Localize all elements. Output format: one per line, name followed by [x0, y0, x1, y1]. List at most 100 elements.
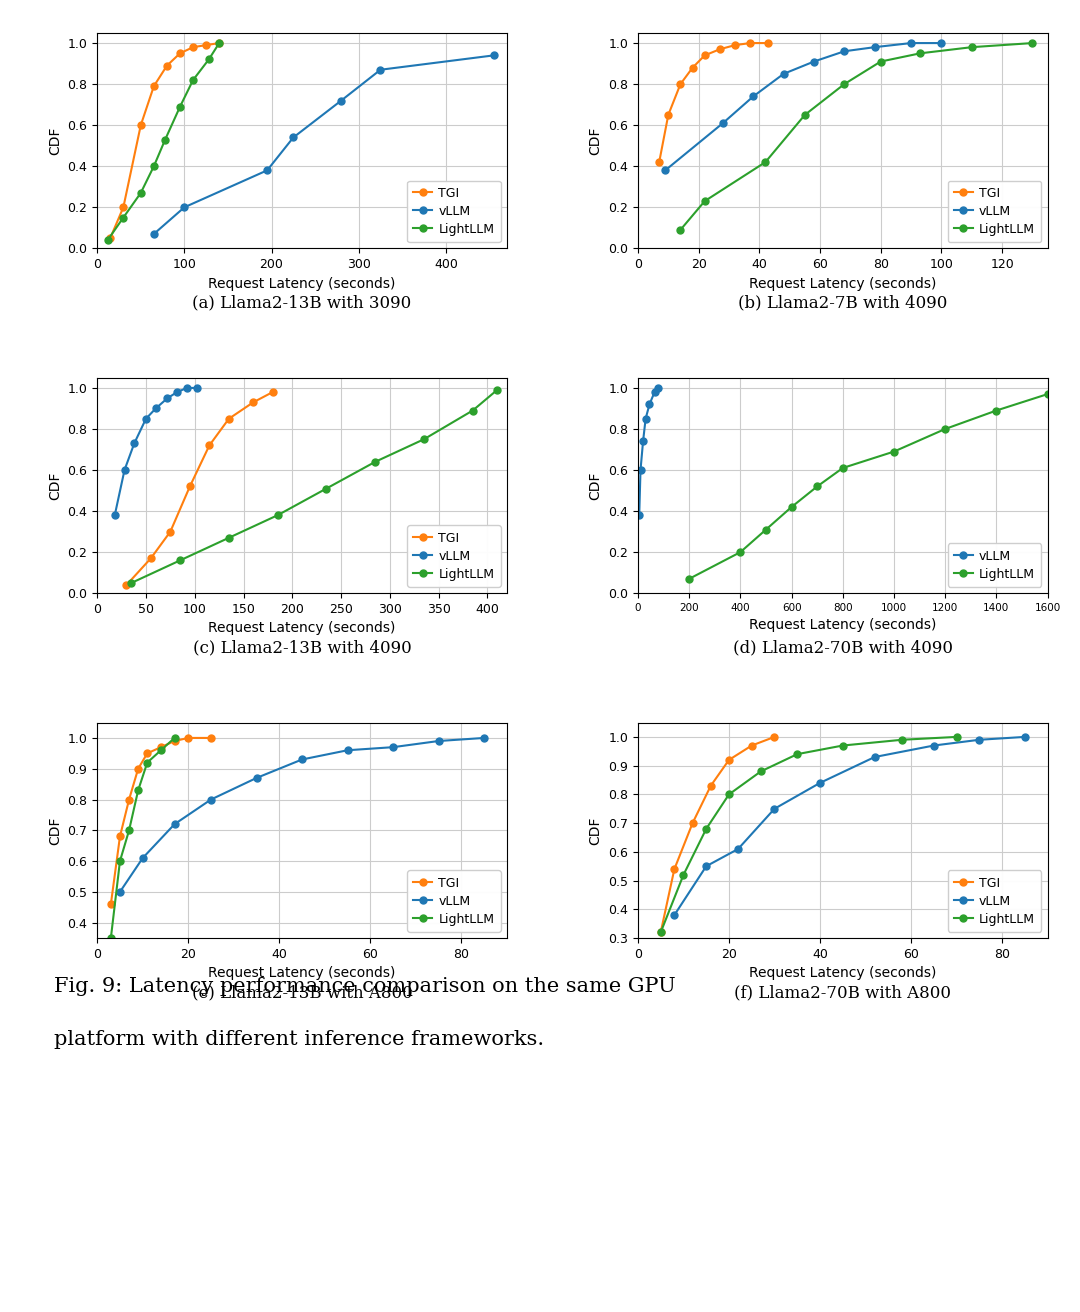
- LightLLM: [950, 729, 963, 745]
- Text: (b) Llama2-7B with 4090: (b) Llama2-7B with 4090: [738, 294, 947, 311]
- Text: (c) Llama2-13B with 4090: (c) Llama2-13B with 4090: [192, 639, 411, 656]
- LightLLM: [154, 743, 167, 758]
- Text: (e) Llama2-13B with A800: (e) Llama2-13B with A800: [191, 984, 413, 1001]
- Line: LightLLM: LightLLM: [658, 733, 960, 935]
- LightLLM: [187, 72, 200, 88]
- Line: LightLLM: LightLLM: [127, 387, 500, 586]
- vLLM: [905, 35, 918, 51]
- vLLM: [808, 54, 821, 70]
- TGI: [203, 437, 216, 453]
- vLLM: [928, 737, 941, 753]
- LightLLM: [723, 786, 735, 802]
- TGI: [699, 47, 712, 63]
- X-axis label: Request Latency (seconds): Request Latency (seconds): [208, 967, 395, 980]
- LightLLM: [990, 403, 1003, 419]
- vLLM: [149, 400, 162, 416]
- TGI: [200, 37, 213, 52]
- vLLM: [868, 39, 881, 55]
- TGI: [134, 117, 147, 133]
- vLLM: [180, 380, 193, 396]
- Y-axis label: CDF: CDF: [589, 816, 603, 845]
- TGI: [104, 230, 117, 245]
- vLLM: [374, 62, 387, 77]
- vLLM: [633, 508, 646, 523]
- LightLLM: [117, 210, 130, 226]
- LightLLM: [939, 421, 951, 437]
- Line: vLLM: vLLM: [662, 39, 945, 173]
- TGI: [704, 778, 717, 794]
- LightLLM: [132, 782, 145, 798]
- vLLM: [168, 816, 181, 832]
- LightLLM: [1026, 35, 1039, 51]
- TGI: [686, 60, 699, 76]
- LightLLM: [123, 823, 136, 838]
- LightLLM: [754, 764, 767, 779]
- LightLLM: [418, 432, 431, 447]
- TGI: [729, 37, 742, 52]
- TGI: [714, 42, 727, 58]
- TGI: [120, 577, 133, 593]
- vLLM: [716, 115, 729, 131]
- vLLM: [204, 791, 217, 807]
- vLLM: [147, 226, 160, 241]
- Y-axis label: CDF: CDF: [48, 816, 62, 845]
- LightLLM: [368, 454, 381, 470]
- LightLLM: [222, 530, 235, 546]
- LightLLM: [683, 571, 696, 586]
- TGI: [181, 729, 194, 745]
- LightLLM: [320, 480, 333, 496]
- TGI: [161, 58, 174, 73]
- TGI: [164, 523, 177, 539]
- vLLM: [161, 391, 174, 407]
- vLLM: [260, 163, 273, 178]
- LightLLM: [759, 522, 772, 538]
- X-axis label: Request Latency (seconds): Request Latency (seconds): [750, 277, 936, 291]
- LightLLM: [966, 39, 978, 55]
- LightLLM: [159, 131, 172, 147]
- vLLM: [127, 436, 140, 451]
- Legend: TGI, vLLM, LightLLM: TGI, vLLM, LightLLM: [948, 870, 1041, 932]
- Line: vLLM: vLLM: [671, 733, 1028, 918]
- vLLM: [387, 739, 400, 754]
- vLLM: [659, 163, 672, 178]
- TGI: [246, 395, 259, 411]
- vLLM: [118, 462, 131, 478]
- LightLLM: [105, 930, 118, 946]
- vLLM: [108, 508, 121, 523]
- X-axis label: Request Latency (seconds): Request Latency (seconds): [208, 277, 395, 291]
- TGI: [652, 155, 665, 171]
- vLLM: [652, 380, 665, 396]
- TGI: [147, 79, 160, 94]
- vLLM: [487, 47, 500, 63]
- LightLLM: [836, 737, 849, 753]
- vLLM: [296, 752, 309, 768]
- vLLM: [648, 384, 661, 400]
- Line: LightLLM: LightLLM: [104, 39, 222, 244]
- Text: (a) Llama2-13B with 3090: (a) Llama2-13B with 3090: [192, 294, 411, 311]
- vLLM: [113, 884, 126, 900]
- vLLM: [768, 800, 781, 816]
- Y-axis label: CDF: CDF: [589, 126, 603, 155]
- vLLM: [838, 43, 851, 59]
- vLLM: [868, 749, 881, 765]
- TGI: [686, 815, 699, 830]
- Text: (f) Llama2-70B with A800: (f) Llama2-70B with A800: [734, 984, 951, 1001]
- vLLM: [639, 411, 652, 426]
- LightLLM: [836, 461, 849, 476]
- LightLLM: [147, 159, 160, 174]
- Text: platform with different inference frameworks.: platform with different inference framew…: [54, 1030, 544, 1048]
- Line: LightLLM: LightLLM: [686, 391, 1051, 583]
- vLLM: [136, 850, 149, 866]
- vLLM: [636, 433, 649, 449]
- TGI: [140, 745, 153, 761]
- vLLM: [432, 733, 445, 749]
- vLLM: [643, 396, 656, 412]
- TGI: [168, 733, 181, 749]
- LightLLM: [202, 51, 215, 67]
- Line: TGI: TGI: [656, 39, 772, 165]
- LightLLM: [174, 98, 187, 114]
- TGI: [723, 752, 735, 768]
- LightLLM: [134, 185, 147, 201]
- vLLM: [341, 743, 354, 758]
- LightLLM: [677, 867, 690, 883]
